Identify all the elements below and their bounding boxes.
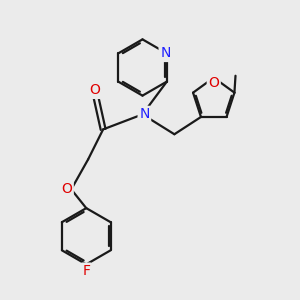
Text: N: N bbox=[139, 107, 150, 122]
Text: F: F bbox=[82, 264, 90, 278]
Text: O: O bbox=[208, 76, 219, 90]
Text: O: O bbox=[89, 83, 100, 98]
Text: O: O bbox=[61, 182, 72, 197]
Text: N: N bbox=[160, 46, 170, 60]
